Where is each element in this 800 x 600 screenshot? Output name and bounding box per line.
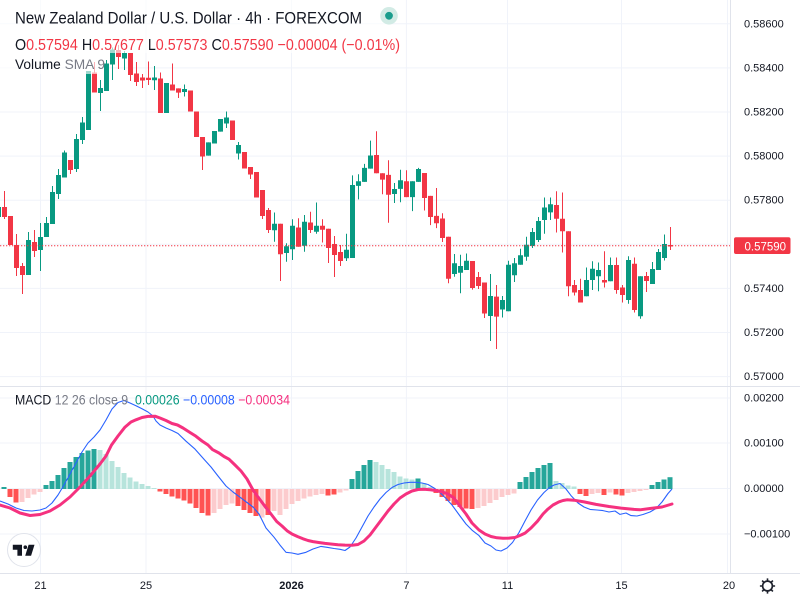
svg-text:15: 15 xyxy=(615,580,627,592)
svg-text:0.58200: 0.58200 xyxy=(744,107,784,119)
svg-text:0.57800: 0.57800 xyxy=(744,195,784,207)
svg-text:−0.00100: −0.00100 xyxy=(744,529,790,541)
svg-text:0.58400: 0.58400 xyxy=(744,62,784,74)
svg-text:Volume SMA 9: Volume SMA 9 xyxy=(15,56,105,72)
svg-text:25: 25 xyxy=(140,580,152,592)
svg-text:0.00000: 0.00000 xyxy=(744,483,784,495)
svg-text:0.58000: 0.58000 xyxy=(744,151,784,163)
svg-text:0.00200: 0.00200 xyxy=(744,393,784,405)
svg-text:0.58600: 0.58600 xyxy=(744,18,784,30)
svg-text:21: 21 xyxy=(34,580,46,592)
svg-text:0.00100: 0.00100 xyxy=(744,438,784,450)
svg-text:New Zealand Dollar / U.S. Doll: New Zealand Dollar / U.S. Dollar · 4h · … xyxy=(15,9,362,28)
svg-text:0.57000: 0.57000 xyxy=(744,371,784,383)
svg-text:MACD 12 26 close 9 0.00026 −0: MACD 12 26 close 9 0.00026 −0.00008 −0.0… xyxy=(15,392,290,408)
svg-text:20: 20 xyxy=(723,580,735,592)
svg-text:0.57590: 0.57590 xyxy=(745,241,787,253)
svg-text:0.57400: 0.57400 xyxy=(744,283,784,295)
svg-text:0.57200: 0.57200 xyxy=(744,327,784,339)
svg-text:7: 7 xyxy=(403,580,409,592)
svg-text:O0.57594 H0.57677 L0.57573 C0.: O0.57594 H0.57677 L0.57573 C0.57590 −0.0… xyxy=(15,37,400,54)
svg-text:2026: 2026 xyxy=(279,580,303,592)
svg-text:11: 11 xyxy=(502,580,513,592)
